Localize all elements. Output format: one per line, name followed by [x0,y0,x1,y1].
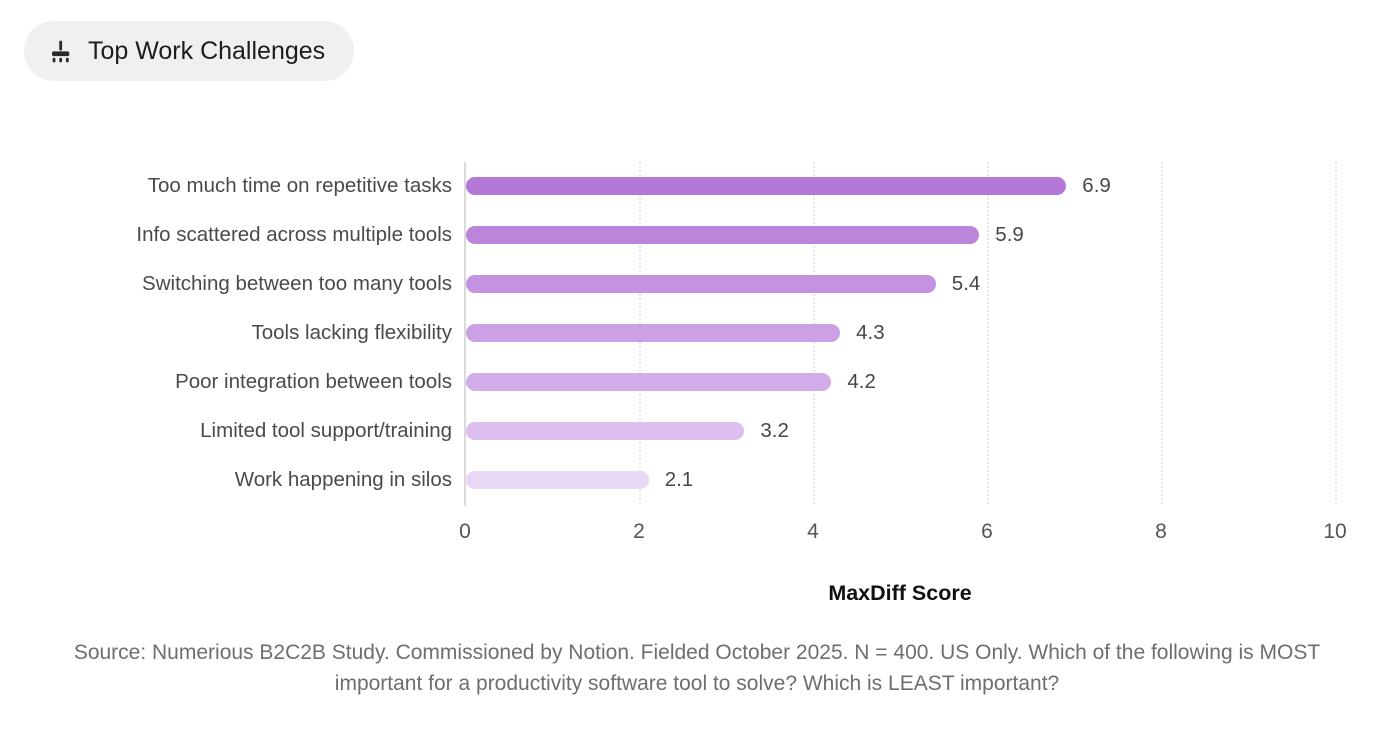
y-axis-line [464,162,466,506]
bar-value-label: 4.2 [847,369,876,393]
x-axis-ticks: 0 2 4 6 8 10 [459,520,1347,548]
x-axis-title: MaxDiff Score [828,581,972,605]
bar [466,372,832,391]
category-label: Too much time on repetitive tasks [147,174,452,198]
bar-value-label: 3.2 [760,418,789,442]
category-label: Work happening in silos [234,467,452,491]
bar-value-label: 5.4 [951,272,981,296]
bar-value-label: 2.1 [664,467,694,491]
x-tick-label: 10 [1323,520,1347,543]
category-label: Switching between too many tools [142,272,452,296]
chart-title: Top Work Challenges [88,36,326,65]
bar [466,470,649,489]
category-label: Limited tool support/training [200,418,452,442]
x-tick-label: 0 [459,520,471,543]
bar [466,177,1067,196]
source-note: Source: Numerious B2C2B Study. Commissio… [73,641,1321,695]
x-tick-label: 2 [633,520,645,543]
bar [466,421,745,440]
category-label: Poor integration between tools [175,369,452,393]
x-tick-label: 4 [807,520,819,543]
broom-icon [47,38,74,65]
bar-value-label: 5.9 [995,223,1024,247]
bar-value-label: 6.9 [1082,174,1111,198]
category-labels: Too much time on repetitive tasks Info sc… [0,162,452,504]
gridline [1335,162,1337,504]
bar [466,324,841,342]
x-tick-label: 8 [1155,520,1167,543]
plot-area: 6.9 5.9 5.4 4.3 4.2 3.2 2.1 [464,162,1337,506]
category-label: Tools lacking flexibility [251,321,452,344]
x-tick-label: 6 [981,520,993,543]
gridline [1161,162,1163,504]
bar [466,275,936,294]
category-label: Info scattered across multiple tools [136,223,452,247]
chart-title-badge: Top Work Challenges [24,21,355,81]
bar [466,226,980,245]
gridline [987,162,989,504]
bar-value-label: 4.3 [856,321,885,344]
